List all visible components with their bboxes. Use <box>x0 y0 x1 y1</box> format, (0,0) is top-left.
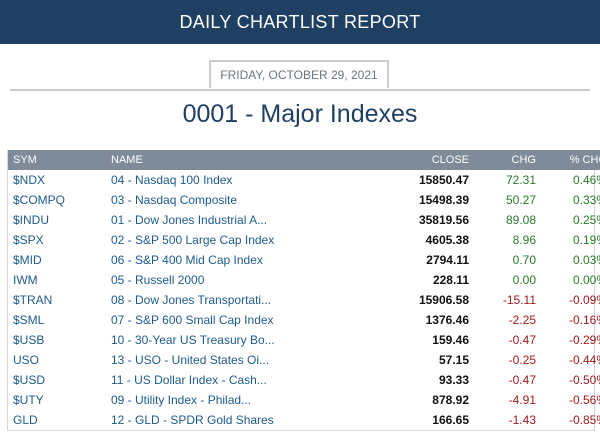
close-value: 878.92 <box>432 393 469 407</box>
pct-change-value: 0.19% <box>572 233 600 247</box>
close-value: 15906.58 <box>418 293 469 307</box>
table-row[interactable]: $MID 06 - S&P 400 Mid Cap Index 2794.11 0.7… <box>8 250 600 270</box>
header-name[interactable]: NAME <box>111 154 143 166</box>
report-header: DAILY CHARTLIST REPORT <box>0 0 600 44</box>
change-value: -4.91 <box>508 393 536 407</box>
close-value: 4605.38 <box>425 233 469 247</box>
close-value: 228.11 <box>432 273 469 287</box>
close-value: 159.46 <box>432 333 469 347</box>
change-value: 0.00 <box>512 273 536 287</box>
close-value: 2794.11 <box>426 253 469 267</box>
change-value: 50.27 <box>505 193 536 207</box>
close-value: 35819.56 <box>418 213 469 227</box>
symbol-link[interactable]: $USD <box>13 373 46 387</box>
report-content: FRIDAY, OCTOBER 29, 2021 0001 - Major In… <box>0 44 600 440</box>
header-chg[interactable]: CHG <box>511 154 536 166</box>
symbol-link[interactable]: $NDX <box>13 173 46 187</box>
name-link[interactable]: 11 - US Dollar Index - Cash... <box>111 373 267 387</box>
table-row[interactable]: $NDX 04 - Nasdaq 100 Index 15850.47 72.31 0.… <box>8 170 600 190</box>
pct-change-value: -0.50% <box>568 373 600 387</box>
date-divider <box>10 89 590 91</box>
change-value: -0.25 <box>508 353 536 367</box>
symbol-link[interactable]: $SPX <box>13 233 44 247</box>
symbol-link[interactable]: GLD <box>13 413 38 427</box>
report-header-title: DAILY CHARTLIST REPORT <box>179 11 421 32</box>
indexes-table-wrapper: SYM NAME CLOSE CHG % CHG $NDX 04 - Nasdaq… <box>7 150 600 431</box>
symbol-link[interactable]: IWM <box>13 273 38 287</box>
change-value: 72.31 <box>505 173 536 187</box>
change-value: 0.70 <box>512 253 536 267</box>
pct-change-value: 0.46% <box>572 173 600 187</box>
pct-change-value: 0.00% <box>572 273 600 287</box>
name-link[interactable]: 13 - USO - United States Oi... <box>111 353 270 367</box>
symbol-link[interactable]: $SML <box>13 313 45 327</box>
change-value: 89.08 <box>505 213 536 227</box>
symbol-link[interactable]: $COMPQ <box>13 193 66 207</box>
table-row[interactable]: $COMPQ 03 - Nasdaq Composite 15498.39 50.27… <box>8 190 600 210</box>
table-row[interactable]: IWM 05 - Russell 2000 228.11 0.00 0.00% <box>8 270 600 290</box>
close-value: 93.33 <box>438 373 469 387</box>
table-row[interactable]: $SML 07 - S&P 600 Small Cap Index 1376.46 -… <box>8 310 600 330</box>
close-value: 15498.39 <box>418 193 469 207</box>
table-body: $NDX 04 - Nasdaq 100 Index 15850.47 72.31 0.… <box>8 170 600 430</box>
symbol-link[interactable]: $UTY <box>13 393 44 407</box>
pct-change-value: -0.16% <box>568 313 600 327</box>
header-close[interactable]: CLOSE <box>431 154 469 166</box>
name-link[interactable]: 10 - 30-Year US Treasury Bo... <box>111 333 275 347</box>
report-date-text: FRIDAY, OCTOBER 29, 2021 <box>220 68 378 82</box>
symbol-link[interactable]: $MID <box>13 253 42 267</box>
symbol-link[interactable]: $TRAN <box>13 293 53 307</box>
header-sym[interactable]: SYM <box>13 154 37 166</box>
change-value: -15.11 <box>502 293 536 307</box>
table-row[interactable]: $INDU 01 - Dow Jones Industrial A... 35819… <box>8 210 600 230</box>
pct-change-value: -0.85% <box>568 413 600 427</box>
table-header-row: SYM NAME CLOSE CHG % CHG <box>8 150 600 170</box>
name-link[interactable]: 04 - Nasdaq 100 Index <box>111 173 233 187</box>
name-link[interactable]: 05 - Russell 2000 <box>111 273 205 287</box>
symbol-link[interactable]: USO <box>13 353 40 367</box>
table-row[interactable]: $USB 10 - 30-Year US Treasury Bo... 159.46… <box>8 330 600 350</box>
close-value: 57.15 <box>438 353 469 367</box>
name-link[interactable]: 12 - GLD - SPDR Gold Shares <box>111 413 274 427</box>
table-row[interactable]: $USD 11 - US Dollar Index - Cash... 93.33 -… <box>8 370 600 390</box>
table-row[interactable]: GLD 12 - GLD - SPDR Gold Shares 166.65 -1.4… <box>8 410 600 430</box>
table-row[interactable]: $UTY 09 - Utility Index - Philad... 878.92… <box>8 390 600 410</box>
pct-change-value: -0.44% <box>568 353 600 367</box>
pct-change-value: 0.03% <box>572 253 600 267</box>
table-row[interactable]: $TRAN 08 - Dow Jones Transportati... 15906… <box>8 290 600 310</box>
name-link[interactable]: 09 - Utility Index - Philad... <box>111 393 252 407</box>
name-link[interactable]: 06 - S&P 400 Mid Cap Index <box>111 253 263 267</box>
pct-change-value: -0.56% <box>568 393 600 407</box>
name-link[interactable]: 08 - Dow Jones Transportati... <box>111 293 272 307</box>
pct-change-value: -0.09% <box>568 293 600 307</box>
symbol-link[interactable]: $USB <box>13 333 45 347</box>
name-link[interactable]: 07 - S&P 600 Small Cap Index <box>111 313 274 327</box>
chartlist-title: 0001 - Major Indexes <box>182 100 418 128</box>
change-value: -2.25 <box>508 313 536 327</box>
name-link[interactable]: 03 - Nasdaq Composite <box>111 193 238 207</box>
header-pct-chg[interactable]: % CHG <box>569 154 600 166</box>
indexes-table: SYM NAME CLOSE CHG % CHG $NDX 04 - Nasdaq… <box>8 150 600 430</box>
pct-change-value: 0.33% <box>572 193 600 207</box>
pct-change-value: 0.25% <box>572 213 600 227</box>
pct-change-value: -0.29% <box>568 333 600 347</box>
table-row[interactable]: USO 13 - USO - United States Oi... 57.15 -0… <box>8 350 600 370</box>
change-value: -0.47 <box>508 373 536 387</box>
close-value: 15850.47 <box>418 173 469 187</box>
name-link[interactable]: 01 - Dow Jones Industrial A... <box>111 213 268 227</box>
report-date: FRIDAY, OCTOBER 29, 2021 <box>209 60 389 88</box>
change-value: -1.43 <box>508 413 536 427</box>
close-value: 1376.46 <box>425 313 469 327</box>
close-value: 166.65 <box>432 413 469 427</box>
symbol-link[interactable]: $INDU <box>13 213 50 227</box>
table-row[interactable]: $SPX 02 - S&P 500 Large Cap Index 4605.38 8… <box>8 230 600 250</box>
change-value: 8.96 <box>512 233 536 247</box>
change-value: -0.47 <box>508 333 536 347</box>
name-link[interactable]: 02 - S&P 500 Large Cap Index <box>111 233 275 247</box>
